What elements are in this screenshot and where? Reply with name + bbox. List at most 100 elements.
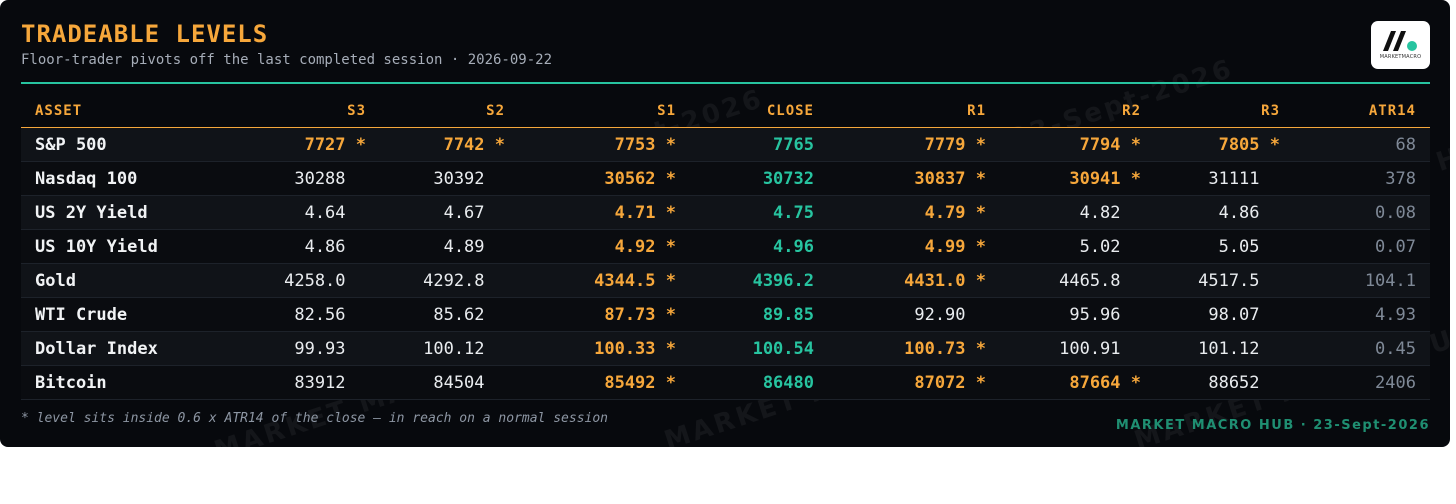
level-close: 4.75 (688, 195, 827, 230)
level-r1: 4.79 * (827, 195, 998, 230)
table-row: S&P 500 7727 * 7742 * 7753 * 7765 7779 *… (21, 127, 1430, 162)
asset-name: Bitcoin (21, 365, 211, 400)
level-r1: 100.73 * (827, 331, 998, 366)
brand-footer: MARKET MACRO HUB · 23-Sept-2026 (1115, 418, 1430, 433)
atr14-value: 68 (1292, 127, 1430, 162)
level-close: 4.96 (688, 229, 827, 264)
level-r3: 98.07 (1153, 297, 1292, 332)
page-title: TRADEABLE LEVELS (21, 20, 269, 48)
level-s3: 7727 * (211, 127, 378, 162)
table-row: Nasdaq 100 30288 30392 30562 * 30732 308… (21, 161, 1430, 196)
level-r3: 4.86 (1153, 195, 1292, 230)
level-s2: 4.67 (378, 195, 517, 230)
atr14-value: 4.93 (1292, 297, 1430, 332)
level-s2: 85.62 (378, 297, 517, 332)
level-r1: 92.90 (827, 297, 998, 332)
column-header-s1: S1 (517, 94, 688, 128)
level-s3: 83912 (211, 365, 378, 400)
level-close: 4396.2 (688, 263, 827, 298)
table-row: WTI Crude 82.56 85.62 87.73 * 89.85 92.9… (21, 297, 1430, 332)
level-r1: 4.99 * (827, 229, 998, 264)
level-r3: 101.12 (1153, 331, 1292, 366)
asset-name: US 2Y Yield (21, 195, 211, 230)
level-r2: 95.96 (998, 297, 1153, 332)
table-row: US 10Y Yield 4.86 4.89 4.92 * 4.96 4.99 … (21, 229, 1430, 264)
atr14-value: 378 (1292, 161, 1430, 196)
table-row: Gold 4258.0 4292.8 4344.5 * 4396.2 4431.… (21, 263, 1430, 298)
level-r1: 7779 * (827, 127, 998, 162)
level-r1: 4431.0 * (827, 263, 998, 298)
logo-mark-icon (1383, 31, 1417, 51)
column-header-asset: ASSET (21, 94, 211, 128)
level-s3: 30288 (211, 161, 378, 196)
table-row: Dollar Index 99.93 100.12 100.33 * 100.5… (21, 331, 1430, 366)
asset-name: US 10Y Yield (21, 229, 211, 264)
levels-panel: MARKET MACRO HUB · 23-Sept-2026 MARKET M… (0, 0, 1450, 447)
asset-name: S&P 500 (21, 127, 211, 162)
level-r2: 87664 * (998, 365, 1153, 400)
level-s1: 4.92 * (517, 229, 688, 264)
logo-text: MARKETMACRO (1379, 54, 1422, 60)
level-r2: 4465.8 (998, 263, 1153, 298)
level-s1: 7753 * (517, 127, 688, 162)
level-s2: 100.12 (378, 331, 517, 366)
level-s1: 30562 * (517, 161, 688, 196)
level-s3: 4.86 (211, 229, 378, 264)
column-header-close: CLOSE (688, 94, 827, 128)
level-r2: 4.82 (998, 195, 1153, 230)
table-header-row: ASSET S3 S2 S1 CLOSE R1 R2 R3 ATR14 (21, 94, 1430, 128)
level-s3: 4258.0 (211, 263, 378, 298)
atr14-value: 0.07 (1292, 229, 1430, 264)
asset-name: Dollar Index (21, 331, 211, 366)
level-close: 100.54 (688, 331, 827, 366)
level-r3: 31111 (1153, 161, 1292, 196)
level-s3: 82.56 (211, 297, 378, 332)
level-s2: 30392 (378, 161, 517, 196)
table-row: Bitcoin 83912 84504 85492 * 86480 87072 … (21, 365, 1430, 400)
column-header-r1: R1 (827, 94, 998, 128)
level-s1: 100.33 * (517, 331, 688, 366)
level-r3: 5.05 (1153, 229, 1292, 264)
level-s1: 87.73 * (517, 297, 688, 332)
header-rule (21, 82, 1430, 84)
asset-name: Gold (21, 263, 211, 298)
levels-table: ASSET S3 S2 S1 CLOSE R1 R2 R3 ATR14 S&P … (21, 94, 1430, 400)
brand-logo: MARKETMACRO (1371, 21, 1430, 69)
level-r1: 30837 * (827, 161, 998, 196)
page-subtitle: Floor-trader pivots off the last complet… (21, 52, 553, 68)
asset-name: WTI Crude (21, 297, 211, 332)
level-r3: 4517.5 (1153, 263, 1292, 298)
level-s2: 84504 (378, 365, 517, 400)
level-s1: 4344.5 * (517, 263, 688, 298)
level-s2: 4292.8 (378, 263, 517, 298)
level-close: 86480 (688, 365, 827, 400)
level-r3: 7805 * (1153, 127, 1292, 162)
level-r3: 88652 (1153, 365, 1292, 400)
atr14-value: 0.45 (1292, 331, 1430, 366)
level-close: 89.85 (688, 297, 827, 332)
level-s1: 4.71 * (517, 195, 688, 230)
column-header-atr14: ATR14 (1292, 94, 1430, 128)
level-close: 30732 (688, 161, 827, 196)
level-r1: 87072 * (827, 365, 998, 400)
atr14-value: 0.08 (1292, 195, 1430, 230)
column-header-r3: R3 (1153, 94, 1292, 128)
column-header-s3: S3 (211, 94, 378, 128)
level-r2: 100.91 (998, 331, 1153, 366)
column-header-s2: S2 (378, 94, 517, 128)
level-s2: 4.89 (378, 229, 517, 264)
level-r2: 5.02 (998, 229, 1153, 264)
atr14-value: 104.1 (1292, 263, 1430, 298)
level-s3: 4.64 (211, 195, 378, 230)
table-row: US 2Y Yield 4.64 4.67 4.71 * 4.75 4.79 *… (21, 195, 1430, 230)
level-s3: 99.93 (211, 331, 378, 366)
level-s2: 7742 * (378, 127, 517, 162)
level-r2: 7794 * (998, 127, 1153, 162)
atr14-value: 2406 (1292, 365, 1430, 400)
asset-name: Nasdaq 100 (21, 161, 211, 196)
footnote: * level sits inside 0.6 x ATR14 of the c… (21, 411, 608, 426)
level-s1: 85492 * (517, 365, 688, 400)
level-close: 7765 (688, 127, 827, 162)
level-r2: 30941 * (998, 161, 1153, 196)
column-header-r2: R2 (998, 94, 1153, 128)
